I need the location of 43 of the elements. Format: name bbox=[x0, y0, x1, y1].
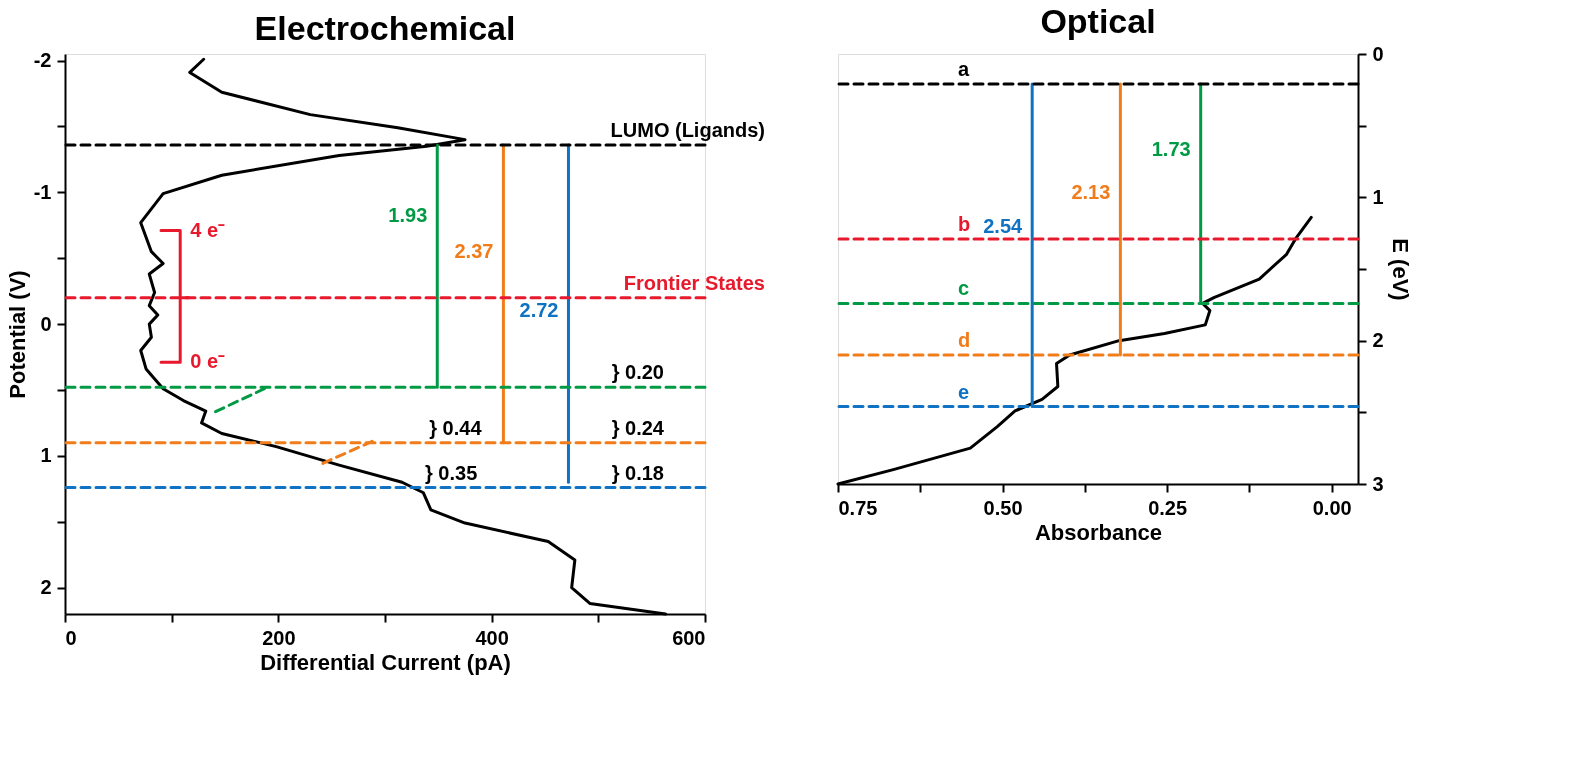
ref-line-label: d bbox=[958, 329, 971, 351]
annotation: 2.54 bbox=[983, 215, 1024, 238]
x-axis-title: Absorbance bbox=[1034, 519, 1163, 545]
chart-title: Optical bbox=[1040, 2, 1156, 40]
x-tick-label: 400 bbox=[475, 626, 509, 649]
ref-line-label: e bbox=[958, 380, 970, 403]
y-tick-label: 0 bbox=[1372, 42, 1384, 65]
y-tick-label: 3 bbox=[1372, 472, 1384, 495]
y-axis-title: E (eV) bbox=[1387, 238, 1413, 301]
y-tick-label: 0 bbox=[40, 312, 52, 335]
x-tick-label: 600 bbox=[672, 626, 706, 649]
x-tick-label: 0.50 bbox=[983, 496, 1023, 519]
annotation: 2.37 bbox=[454, 239, 494, 262]
y-tick-label: 2 bbox=[40, 576, 52, 599]
ref-line-label: LUMO (Ligands) bbox=[610, 118, 765, 141]
y-tick-label: 2 bbox=[1372, 329, 1384, 352]
chart-title: Electrochemical bbox=[254, 8, 516, 47]
ref-line-label: Frontier States bbox=[623, 271, 765, 294]
ref-line-label: b bbox=[958, 212, 971, 235]
annotation: } 0.24 bbox=[611, 416, 665, 439]
y-axis-title: Potential (V) bbox=[4, 270, 30, 399]
x-axis-title: Differential Current (pA) bbox=[260, 649, 511, 675]
ref-line-label: c bbox=[958, 277, 970, 300]
annotation: } 0.44 bbox=[429, 416, 483, 439]
y-tick-label: -2 bbox=[33, 49, 52, 72]
annotation: 2.13 bbox=[1071, 181, 1111, 204]
x-tick-label: 0.75 bbox=[838, 496, 878, 519]
x-tick-label: 0.00 bbox=[1312, 496, 1352, 519]
y-tick-label: 1 bbox=[40, 444, 52, 467]
annotation: } 0.18 bbox=[611, 461, 664, 484]
y-tick-label: 1 bbox=[1372, 185, 1384, 208]
x-tick-label: 200 bbox=[262, 626, 296, 649]
annotation: 1.73 bbox=[1151, 138, 1191, 161]
annotation: 4 e⁻ bbox=[190, 218, 226, 241]
x-tick-label: 0 bbox=[65, 626, 77, 649]
x-tick-label: 0.25 bbox=[1148, 496, 1188, 519]
annotation: } 0.20 bbox=[611, 361, 664, 384]
annotation: 1.93 bbox=[388, 204, 428, 227]
annotation: 2.72 bbox=[519, 298, 559, 321]
annotation: 0 e⁻ bbox=[190, 350, 226, 373]
ref-line-label: a bbox=[958, 58, 970, 81]
y-tick-label: -1 bbox=[33, 180, 52, 203]
annotation: } 0.35 bbox=[425, 461, 478, 484]
